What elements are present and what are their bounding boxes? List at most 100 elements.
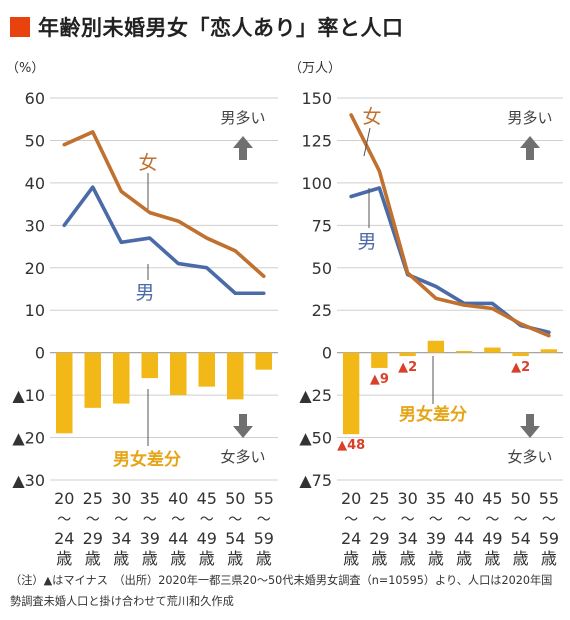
left-category-label: 39	[140, 529, 160, 548]
right-ytick-label: ▲75	[299, 471, 332, 490]
left-category-label: 20	[54, 489, 74, 508]
left-diff-bar	[112, 352, 130, 404]
right-ytick-label: ▲25	[299, 386, 332, 405]
left-category-label: 49	[197, 529, 217, 548]
right-female-label: 女	[362, 106, 381, 128]
left-category-label: ～	[228, 512, 242, 528]
left-category-label: ～	[200, 512, 214, 528]
left-ytick-label: 50	[25, 131, 45, 150]
left-ytick-label: ▲30	[12, 471, 45, 490]
right-category-label: ～	[514, 512, 528, 528]
left-category-label: 歳	[199, 549, 215, 568]
left-ytick-label: 60	[25, 89, 45, 108]
right-ytick-label: 150	[301, 89, 332, 108]
right-category-label: 30	[397, 489, 417, 508]
right-category-label: 歳	[343, 549, 359, 568]
left-ytick-label: ▲10	[12, 386, 45, 405]
right-category-label: 44	[454, 529, 474, 548]
right-category-label: 35	[426, 489, 446, 508]
left-category-label: ～	[57, 512, 71, 528]
right-category-label: 49	[482, 529, 502, 548]
left-category-label: 歳	[85, 549, 101, 568]
right-category-label: 45	[482, 489, 502, 508]
right-diff-bar	[512, 352, 529, 357]
left-category-label: ～	[171, 512, 185, 528]
left-unit-label: （%）	[6, 61, 44, 76]
right-category-label: ～	[372, 512, 386, 528]
right-category-label: 50	[510, 489, 530, 508]
title-row: 年齢別未婚男女「恋人あり」率と人口	[10, 12, 404, 42]
left-up-arrow-icon	[233, 136, 253, 160]
left-category-label: 55	[254, 489, 274, 508]
right-category-label: 歳	[541, 549, 557, 568]
left-chart-panel: （%） 60 50 40 30 20 10 0 ▲10 ▲20 ▲30 女男男女差分 男多い 女多い 20 ～…	[0, 58, 285, 570]
left-category-label: 歳	[113, 549, 129, 568]
left-category-label: 59	[254, 529, 274, 548]
left-category-label: 40	[168, 489, 188, 508]
chart-title: 年齢別未婚男女「恋人あり」率と人口	[38, 16, 404, 40]
left-category-label: 54	[225, 529, 245, 548]
right-category-label: ～	[429, 512, 443, 528]
right-bar-value-label: ▲9	[370, 372, 389, 387]
title-square-icon	[10, 17, 30, 37]
footnote: （注）▲はマイナス （出所）2020年一都三県20～50代未婚男女調査（n=10…	[10, 574, 553, 608]
left-female-label: 女	[138, 152, 157, 174]
right-male-label: 男	[357, 231, 376, 253]
left-female-line	[62, 130, 266, 279]
left-diff-bar	[141, 352, 159, 379]
right-female-line	[349, 113, 551, 338]
left-category-label: 35	[140, 489, 160, 508]
right-female-more-label: 女多い	[507, 448, 552, 466]
right-category-label: 25	[369, 489, 389, 508]
left-category-label: 25	[83, 489, 103, 508]
left-category-label: 30	[111, 489, 131, 508]
right-category-label: 20	[341, 489, 361, 508]
right-category-label: ～	[457, 512, 471, 528]
right-category-label: 歳	[513, 549, 529, 568]
right-diff-bar	[455, 350, 473, 353]
left-category-label: 歳	[256, 549, 272, 568]
left-diff-bar	[55, 352, 73, 434]
right-diff-bar	[371, 352, 388, 368]
right-diff-bar	[484, 347, 501, 353]
left-diff-bar	[255, 352, 273, 370]
left-category-label: 50	[225, 489, 245, 508]
right-category-label: 34	[397, 529, 417, 548]
left-diff-bar	[84, 352, 102, 408]
left-male-label: 男	[135, 282, 154, 304]
right-category-label: 歳	[400, 549, 416, 568]
right-up-arrow-icon	[520, 136, 540, 160]
right-category-label: 歳	[371, 549, 387, 568]
left-category-label: ～	[86, 512, 100, 528]
left-ytick-label: 20	[25, 259, 45, 278]
right-diff-bar	[427, 340, 445, 353]
right-category-label: 54	[510, 529, 530, 548]
right-bar-value-label: ▲2	[511, 360, 530, 375]
right-category-label: ～	[401, 512, 415, 528]
right-ytick-label: 125	[301, 131, 332, 150]
right-female-leader	[363, 127, 371, 157]
right-diff-bar	[342, 352, 360, 435]
right-category-label: ～	[344, 512, 358, 528]
right-diff-bar	[399, 352, 416, 357]
right-category-label: 40	[454, 489, 474, 508]
left-diff-label: 男女差分	[113, 449, 181, 470]
right-male-more-label: 男多い	[507, 109, 552, 127]
right-category-label: 歳	[428, 549, 444, 568]
right-category-label: 59	[539, 529, 559, 548]
right-diff-bar	[540, 349, 558, 353]
left-category-label: ～	[257, 512, 271, 528]
left-category-label: 歳	[56, 549, 72, 568]
right-category-label: 29	[369, 529, 389, 548]
right-diff-label: 男女差分	[399, 404, 467, 425]
right-ytick-label: 100	[301, 174, 332, 193]
right-ytick-label: 50	[312, 259, 332, 278]
right-bar-value-label: ▲48	[337, 438, 365, 453]
left-diff-bar	[169, 352, 187, 396]
left-diff-bar	[226, 352, 244, 400]
right-category-label: 39	[426, 529, 446, 548]
right-category-label: 歳	[456, 549, 472, 568]
right-category-label: 歳	[484, 549, 500, 568]
